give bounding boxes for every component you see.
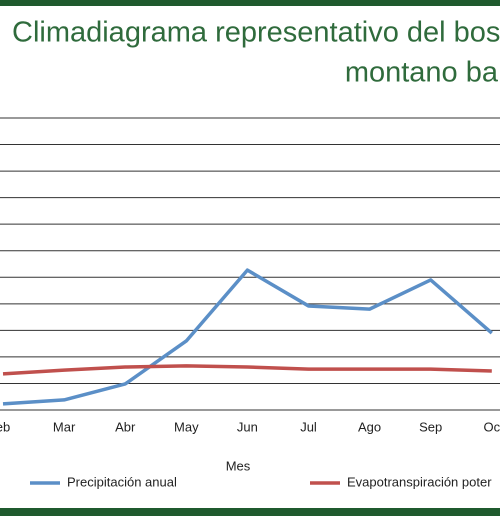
chart-title: Climadiagrama representativo del bosq <box>12 17 500 49</box>
chart-title-line-2: montano ba <box>345 57 499 89</box>
series-line <box>2 364 492 376</box>
x-axis-title: Mes <box>226 458 251 473</box>
x-tick-label: Abr <box>115 419 136 434</box>
x-tick-label: Oc <box>483 419 500 434</box>
x-tick-label: Mar <box>53 419 76 434</box>
legend-label: Precipitación anual <box>67 474 177 489</box>
x-tick-label: Jul <box>300 419 317 434</box>
x-tick-label: eb <box>0 419 10 434</box>
x-tick-label: Sep <box>419 419 442 434</box>
bottom-band <box>0 508 500 516</box>
legend-label: Evapotranspiración poter <box>347 474 492 489</box>
x-tick-label: May <box>174 419 199 434</box>
x-tick-label: Ago <box>358 419 381 434</box>
x-tick-label: Jun <box>237 419 258 434</box>
top-band <box>0 0 500 6</box>
series-line <box>2 268 493 406</box>
